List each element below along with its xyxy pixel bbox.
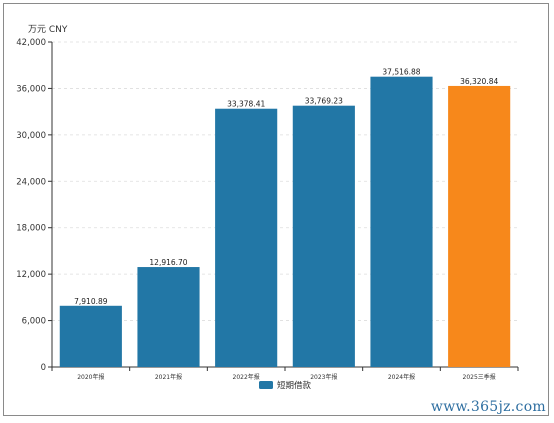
bar	[59, 305, 122, 367]
y-tick-label: 36,000	[16, 84, 46, 94]
bar	[370, 76, 433, 368]
x-tick-label: 2020年报	[77, 373, 104, 381]
y-tick-label: 6,000	[22, 317, 46, 327]
y-tick-label: 30,000	[16, 131, 46, 141]
y-axis-unit-label: 万元 CNY	[28, 25, 68, 35]
bar	[215, 108, 278, 367]
y-tick-label: 0	[41, 363, 46, 373]
bar-value-label: 37,516.88	[382, 68, 420, 77]
x-tick-label: 2024年报	[388, 373, 415, 381]
x-tick-label: 2021年报	[155, 373, 182, 381]
bar	[292, 105, 355, 367]
bar-value-label: 36,320.84	[460, 77, 498, 86]
bar-value-label: 7,910.89	[74, 297, 108, 306]
legend-label: 短期借款	[277, 380, 312, 391]
x-tick-label: 2023年报	[310, 373, 337, 381]
y-tick-label: 42,000	[16, 38, 46, 48]
legend-swatch	[259, 381, 273, 389]
bar-value-label: 33,378.41	[227, 100, 265, 109]
bar	[448, 85, 511, 367]
y-tick-label: 18,000	[16, 224, 46, 234]
y-tick-label: 24,000	[16, 177, 46, 187]
bar	[137, 267, 200, 367]
y-tick-label: 12,000	[16, 270, 46, 280]
x-tick-label: 2025三季报	[463, 373, 496, 381]
bar-value-label: 12,916.70	[149, 258, 187, 267]
bar-value-label: 33,769.23	[305, 97, 343, 106]
site-watermark: www.365jz.com	[430, 399, 546, 415]
x-tick-label: 2022年报	[233, 373, 260, 381]
